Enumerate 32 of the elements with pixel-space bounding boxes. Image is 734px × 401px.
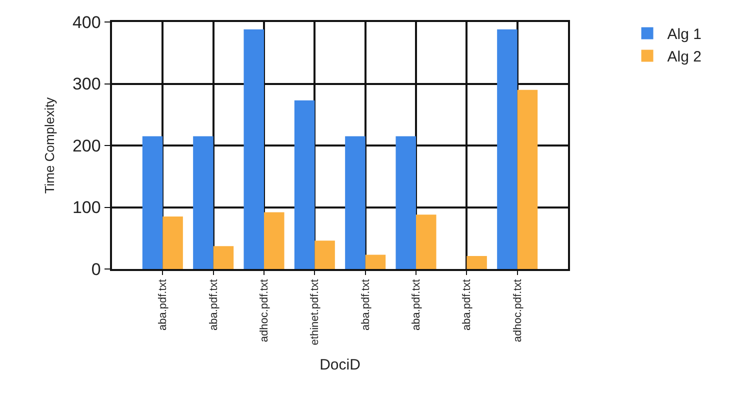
bar: [193, 136, 214, 269]
bar: [264, 212, 284, 269]
bar: [162, 216, 183, 269]
bar: [244, 29, 264, 269]
bar: [294, 100, 315, 269]
y-axis-title: Time Complexity: [42, 96, 57, 194]
x-tick-label: aba.pdf.txt: [461, 279, 474, 331]
x-axis-title: DociD: [320, 356, 361, 374]
bar: [142, 136, 163, 269]
y-tick-label: 300: [72, 74, 101, 94]
bar: [466, 256, 487, 269]
bar: [396, 136, 416, 269]
x-tick-label: aba.pdf.txt: [360, 279, 372, 331]
x-tick-label: aba.pdf.txt: [157, 279, 170, 331]
x-tick-label: adhoc.pdf.txt: [258, 279, 271, 342]
legend-label: Alg 1: [667, 26, 702, 44]
bar: [416, 214, 436, 269]
bar: [517, 90, 538, 269]
y-tick-label: 0: [91, 260, 101, 279]
x-tick-label: ethinet.pdf.txt: [309, 279, 322, 346]
legend-label: Alg 2: [667, 48, 702, 66]
bar: [365, 254, 386, 269]
bar: [314, 240, 335, 269]
bar: [345, 136, 366, 269]
x-tick-label: aba.pdf.txt: [208, 279, 220, 331]
y-tick-label: 100: [72, 198, 101, 218]
y-tick-label: 400: [72, 12, 101, 32]
x-tick-label: adhoc.pdf.txt: [512, 279, 524, 342]
bar: [497, 29, 518, 269]
y-tick-label: 200: [72, 136, 101, 156]
bar: [213, 246, 234, 269]
x-tick-label: aba.pdf.txt: [410, 279, 423, 331]
